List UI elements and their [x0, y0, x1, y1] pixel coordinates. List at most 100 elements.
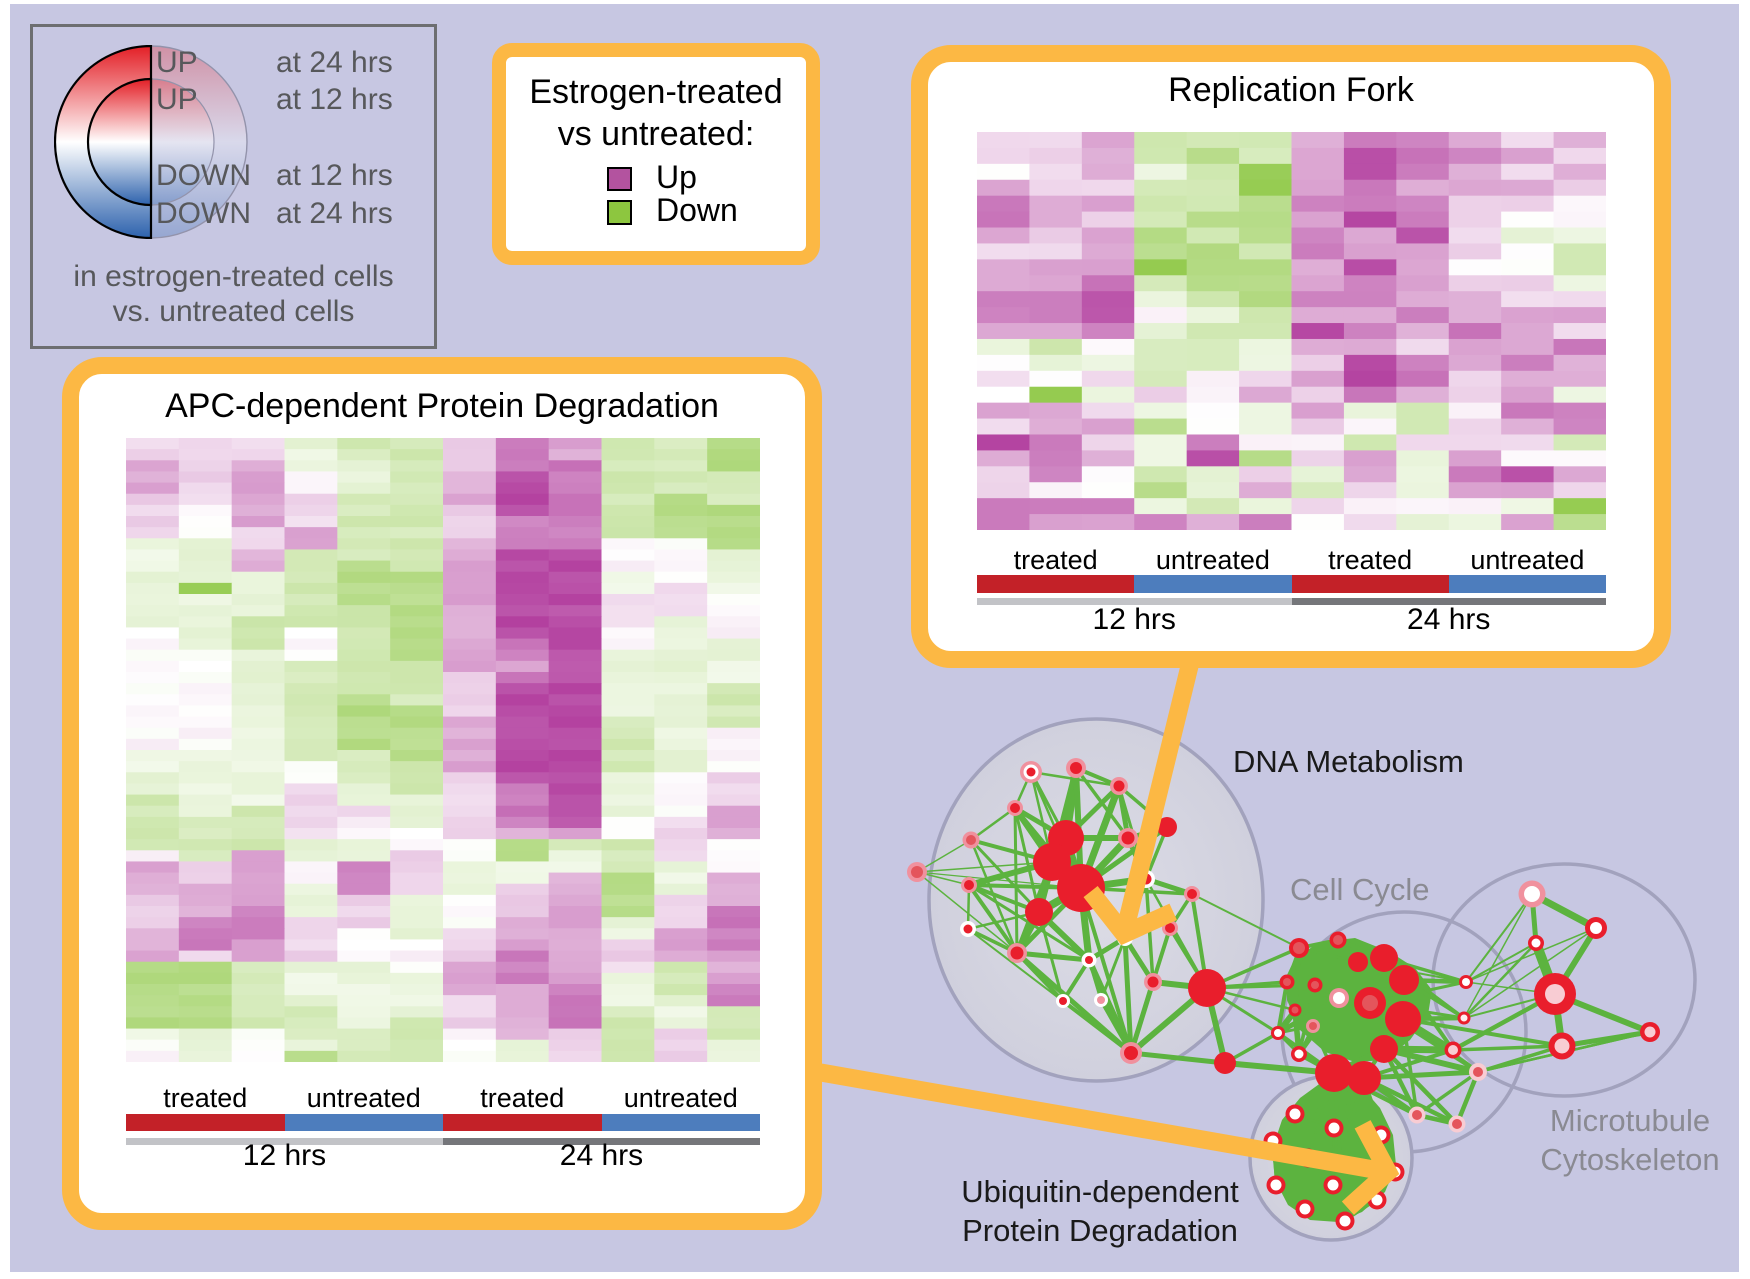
heatmap-cell: [443, 906, 497, 918]
heatmap-cell: [126, 861, 180, 874]
heatmap-cell: [443, 705, 497, 718]
gene-node: [1187, 889, 1197, 899]
inner-ring-left-half: [86, 77, 153, 207]
heatmap-cell: [284, 438, 338, 450]
time-bar-segment: [126, 1138, 443, 1145]
heatmap-cell: [1186, 386, 1240, 404]
heatmap-cell: [178, 850, 233, 862]
heatmap-cell: [231, 872, 285, 885]
heatmap-cell: [1291, 147, 1345, 165]
heatmap-cell: [337, 906, 391, 918]
heatmap-cell: [1029, 275, 1083, 292]
scale-time-24hrs: at 24 hrs: [276, 46, 393, 79]
heatmap-cell: [1081, 147, 1135, 165]
heatmap-cell: [601, 894, 655, 907]
heatmap-cell: [284, 538, 338, 550]
heatmap-cell: [654, 560, 708, 573]
heatmap-cell: [1081, 370, 1135, 388]
heatmap-cell: [1029, 195, 1083, 213]
heatmap-cell: [1081, 354, 1135, 372]
network-edge: [967, 928, 1132, 1054]
heatmap-cell: [390, 950, 444, 963]
heatmap-cell: [601, 638, 655, 651]
heatmap-cell: [495, 1050, 550, 1062]
heatmap-cell: [1291, 434, 1345, 451]
heatmap-cell: [231, 850, 285, 862]
heatmap-cell: [1448, 354, 1502, 372]
heatmap-cell: [126, 972, 180, 985]
heatmap-cell: [1501, 498, 1555, 515]
heatmap-cell: [548, 872, 602, 885]
gene-node: [1362, 995, 1378, 1011]
heatmap-cell: [337, 449, 391, 461]
heatmap-cell: [443, 839, 497, 851]
heatmap-cell: [1396, 132, 1450, 149]
heatmap-cell: [548, 950, 602, 963]
heatmap-cell: [126, 761, 180, 773]
heatmap-cell: [284, 493, 338, 506]
heatmap-cell: [337, 571, 391, 584]
heatmap-cell: [1501, 243, 1555, 260]
heatmap-cell: [1553, 259, 1606, 276]
heatmap-cell: [126, 950, 180, 963]
heatmap-cell: [1081, 291, 1135, 308]
heatmap-cell: [1081, 227, 1135, 244]
gene-node: [1524, 886, 1540, 902]
heatmap-cell: [654, 460, 708, 472]
heatmap-cell: [1553, 466, 1606, 483]
heatmap-cell: [1186, 482, 1240, 499]
heatmap-cell: [1396, 211, 1450, 229]
heatmap-cell: [1134, 179, 1188, 197]
heatmap-cell: [390, 527, 444, 539]
heatmap-cell: [977, 132, 1030, 149]
heatmap-cell: [126, 482, 180, 495]
heatmap-cell: [977, 243, 1030, 260]
heatmap-cell: [390, 772, 444, 784]
heatmap-cell: [231, 883, 285, 896]
heatmap-cell: [126, 906, 180, 918]
gene-node: [1121, 831, 1135, 845]
network-edge: [1361, 1069, 1481, 1081]
heatmap-cell: [1134, 514, 1188, 530]
gene-node: [1554, 1038, 1570, 1054]
heatmap-cell: [390, 705, 444, 718]
heatmap-cell: [1448, 323, 1502, 340]
heatmap-cell: [548, 449, 602, 461]
heatmap-cell: [390, 616, 444, 628]
heatmap-cell: [548, 605, 602, 617]
heatmap-cell: [601, 460, 655, 472]
heatmap-cell: [654, 649, 708, 662]
heatmap-cell: [443, 716, 497, 729]
heatmap-cell: [1081, 418, 1135, 435]
heatmap-cell: [178, 516, 233, 528]
replication-fork-heatmap: [977, 132, 1606, 530]
gene-node: [1025, 898, 1053, 926]
heatmap-cell: [126, 839, 180, 851]
heatmap-cell: [337, 516, 391, 528]
time-bar-segment: [443, 1138, 760, 1145]
heatmap-cell: [977, 211, 1030, 229]
heatmap-cell: [284, 861, 338, 874]
heatmap-cell: [548, 549, 602, 562]
heatmap-cell: [443, 850, 497, 862]
heatmap-cell: [654, 750, 708, 762]
heatmap-cell: [1239, 147, 1292, 165]
heatmap-cell: [601, 649, 655, 662]
heatmap-cell: [284, 850, 338, 862]
heatmap-cell: [495, 672, 550, 684]
heatmap-cell: [390, 571, 444, 584]
network-edge: [1368, 980, 1468, 1005]
heatmap-cell: [1134, 291, 1188, 308]
heatmap-cell: [178, 716, 233, 729]
heatmap-cell: [495, 560, 550, 573]
heatmap-cell: [707, 972, 760, 985]
heatmap-cell: [654, 449, 708, 461]
heatmap-cell: [1396, 386, 1450, 404]
heatmap-cell: [1343, 354, 1397, 372]
heatmap-cell: [1029, 370, 1083, 388]
heatmap-cell: [1186, 434, 1240, 451]
heatmap-cell: [707, 1028, 760, 1041]
heatmap-cell: [548, 828, 602, 840]
heatmap-cell: [654, 839, 708, 851]
heatmap-cell: [1448, 227, 1502, 244]
